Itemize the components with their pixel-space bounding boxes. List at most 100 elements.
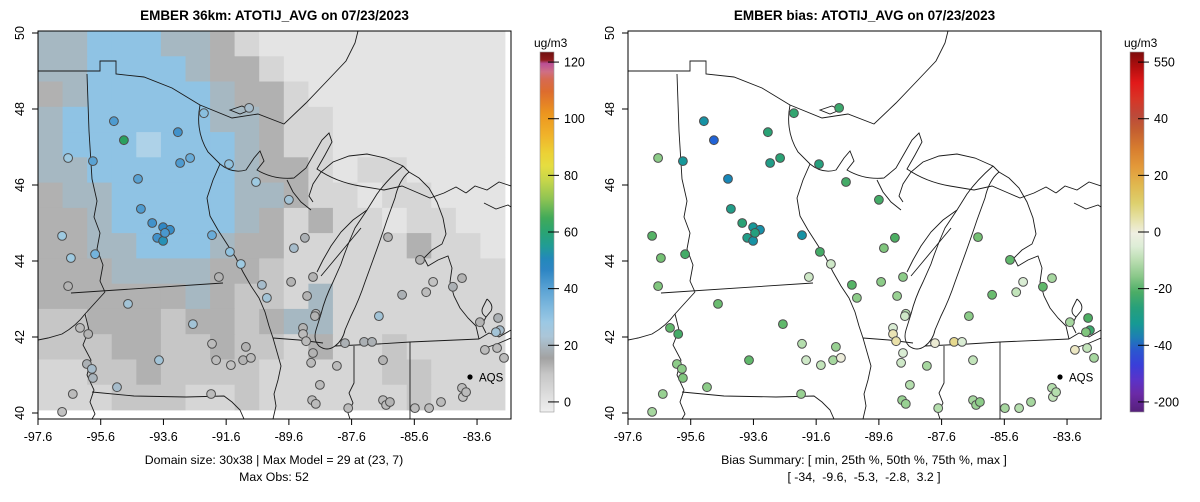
heatmap-cell — [234, 233, 260, 259]
heatmap-cell — [480, 258, 506, 285]
heatmap-cell — [160, 182, 186, 209]
station-dot — [133, 174, 143, 184]
y-tick-label: 40 — [13, 406, 27, 420]
heatmap-cell — [38, 132, 63, 158]
heatmap-cell — [332, 56, 358, 82]
station-dot — [424, 403, 435, 414]
station-dot — [306, 357, 317, 368]
model-heatmap-grid — [38, 31, 506, 411]
station-dot — [898, 348, 908, 358]
heatmap-cell — [431, 81, 457, 108]
border-path — [465, 181, 511, 194]
heatmap-cell — [185, 258, 211, 285]
station-dot — [678, 156, 688, 167]
heatmap-cell — [210, 81, 236, 108]
station-dot — [653, 153, 663, 163]
station-dot — [343, 403, 354, 414]
heatmap-cell — [185, 81, 211, 108]
station-dot — [241, 342, 251, 352]
station-dot — [975, 397, 985, 407]
heatmap-cell — [234, 132, 260, 158]
station-dot — [874, 194, 884, 205]
heatmap-cell — [210, 56, 236, 82]
bias-panel-map: -97.6 -95.6 -93.6 -91.6 -89.6 -87.6 -85.6 -83.6… — [603, 26, 1179, 444]
heatmap-cell — [431, 132, 457, 158]
heatmap-cell — [406, 233, 432, 259]
x-tick-label: -91.6 — [212, 430, 241, 444]
heatmap-cell — [308, 106, 334, 133]
station-dot — [385, 397, 395, 407]
heatmap-cell — [308, 132, 334, 158]
station-dot — [236, 259, 246, 269]
station-dot — [834, 103, 844, 113]
border-path — [1071, 298, 1083, 318]
heatmap-cell — [259, 81, 285, 108]
heatmap-cell — [210, 258, 236, 285]
station-dot — [448, 281, 458, 292]
heatmap-cell — [480, 132, 506, 158]
heatmap-cell — [62, 182, 88, 209]
station-dot — [251, 177, 261, 187]
station-dot — [677, 364, 687, 374]
heatmap-cell — [160, 258, 186, 285]
border-path — [206, 163, 282, 419]
station-dot — [315, 380, 325, 390]
station-dot — [891, 336, 901, 347]
heatmap-cell — [283, 31, 309, 57]
heatmap-cell — [234, 31, 260, 57]
heatmap-cell — [136, 308, 162, 335]
station-dot — [428, 277, 439, 287]
station-dot — [367, 337, 377, 347]
heatmap-cell — [259, 182, 285, 209]
station-dot — [1065, 317, 1075, 328]
heatmap-cell — [283, 81, 309, 108]
station-dot — [340, 338, 350, 349]
heatmap-cell — [406, 132, 432, 158]
heatmap-cell — [455, 132, 481, 158]
heatmap-cell — [160, 56, 186, 82]
station-dot — [397, 289, 408, 300]
border-path — [924, 338, 1070, 347]
heatmap-cell — [160, 359, 186, 386]
station-dot — [1082, 343, 1092, 353]
heatmap-cell — [234, 384, 260, 411]
heatmap-cell — [62, 258, 88, 285]
station-dot — [973, 232, 983, 243]
station-dot — [876, 277, 886, 287]
heatmap-cell — [455, 56, 481, 82]
heatmap-cell — [480, 56, 506, 82]
heatmap-cell — [136, 56, 162, 82]
station-dot — [814, 159, 824, 170]
station-dot — [678, 373, 688, 383]
station-dot — [750, 228, 760, 238]
station-dot — [987, 289, 997, 300]
heatmap-cell — [406, 157, 432, 183]
station-dot — [300, 232, 310, 243]
station-dot — [410, 403, 420, 414]
heatmap-cell — [406, 81, 432, 108]
heatmap-cell — [234, 207, 260, 234]
station-dot — [284, 194, 294, 205]
heatmap-cell — [382, 56, 408, 82]
heatmap-cell — [62, 106, 88, 133]
station-dot — [797, 338, 807, 349]
station-dot — [748, 236, 758, 246]
heatmap-cell — [382, 157, 408, 183]
heatmap-cell — [357, 283, 383, 310]
heatmap-cell — [332, 157, 358, 183]
station-dot — [90, 249, 100, 260]
station-dot — [709, 135, 719, 146]
heatmap-cell — [210, 31, 236, 57]
heatmap-cell — [406, 207, 432, 234]
heatmap-cell — [136, 132, 162, 158]
heatmap-cell — [111, 334, 137, 360]
station-dot — [900, 399, 911, 409]
heatmap-cell — [259, 308, 285, 335]
heatmap-cell — [111, 56, 137, 82]
heatmap-cell — [431, 182, 457, 209]
heatmap-cell — [283, 207, 309, 234]
heatmap-cell — [283, 157, 309, 183]
heatmap-cell — [160, 106, 186, 133]
x-tick-label: -83.6 — [1053, 430, 1082, 444]
heatmap-cell — [136, 81, 162, 108]
